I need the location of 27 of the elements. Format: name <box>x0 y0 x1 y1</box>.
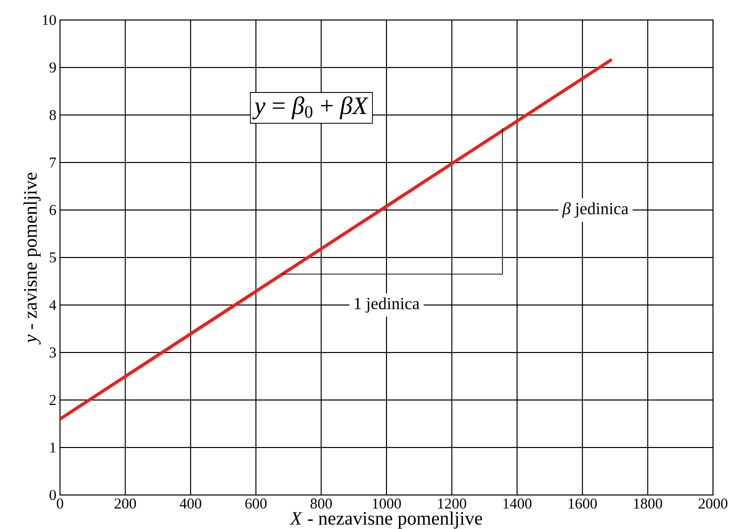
annotation: y = β$_{0}$ + βX <box>252 96 368 120</box>
y-tick-label: 3 <box>50 347 56 358</box>
x-axis-title: X - nezavisne pomenljive <box>290 511 482 529</box>
x-tick-label: 1200 <box>438 498 466 509</box>
annotation: 1 jedinica <box>354 297 420 313</box>
y-tick-label: 4 <box>49 300 56 310</box>
x-tick-label: 1800 <box>634 498 662 509</box>
y-tick-label: 0 <box>50 490 56 500</box>
x-tick-label: 200 <box>114 498 136 509</box>
y-tick-label: 10 <box>42 14 56 26</box>
annotation: β jedinica <box>562 202 628 218</box>
y-tick-label: 8 <box>50 110 56 120</box>
y-axis-title: y - zavisne pomenljive <box>23 172 41 344</box>
y-tick-label: 6 <box>50 204 56 216</box>
x-tick-label: 0 <box>56 498 64 509</box>
y-tick-label: 1 <box>50 442 56 452</box>
x-tick-label: 1400 <box>503 498 532 509</box>
y-tick-label: 2 <box>50 395 56 405</box>
x-tick-label: 400 <box>180 498 202 509</box>
x-tick-label: 2000 <box>698 498 728 509</box>
x-tick-label: 800 <box>310 498 332 509</box>
x-tick-label: 1000 <box>372 498 401 509</box>
x-tick-label: 1600 <box>568 498 597 509</box>
y-tick-label: 5 <box>50 252 56 262</box>
x-tick-label: 600 <box>245 498 267 509</box>
y-tick-label: 7 <box>50 158 56 168</box>
y-tick-label: 9 <box>49 62 56 73</box>
